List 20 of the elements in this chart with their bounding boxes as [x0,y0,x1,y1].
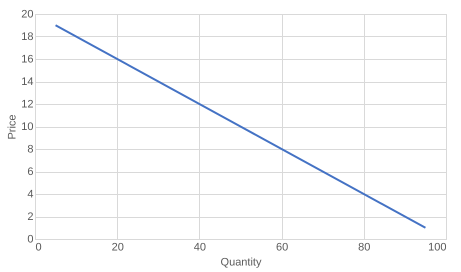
y-tick-label: 20 [21,8,34,20]
y-tick-label: 2 [27,211,34,223]
x-tick-label: 20 [112,242,124,254]
y-tick-label: 16 [21,54,34,66]
x-tick-label: 40 [194,242,206,254]
line-series [54,24,426,229]
y-axis-title: Price [6,114,18,140]
y-tick-label: 12 [21,98,34,110]
y-tick-label: 0 [27,234,34,246]
y-tick-label: 14 [21,76,34,88]
x-tick-label: 0 [36,242,42,254]
y-tick-label: 18 [21,31,34,43]
y-tick-label: 10 [21,121,34,133]
x-tick-label: 60 [276,242,288,254]
y-tick-label: 4 [27,188,34,200]
x-tick-label: 100 [428,242,446,254]
x-axis-title: Quantity [220,256,262,268]
y-tick-label: 6 [27,166,34,178]
x-tick-label: 80 [358,242,370,254]
y-tick-label: 8 [27,144,34,156]
